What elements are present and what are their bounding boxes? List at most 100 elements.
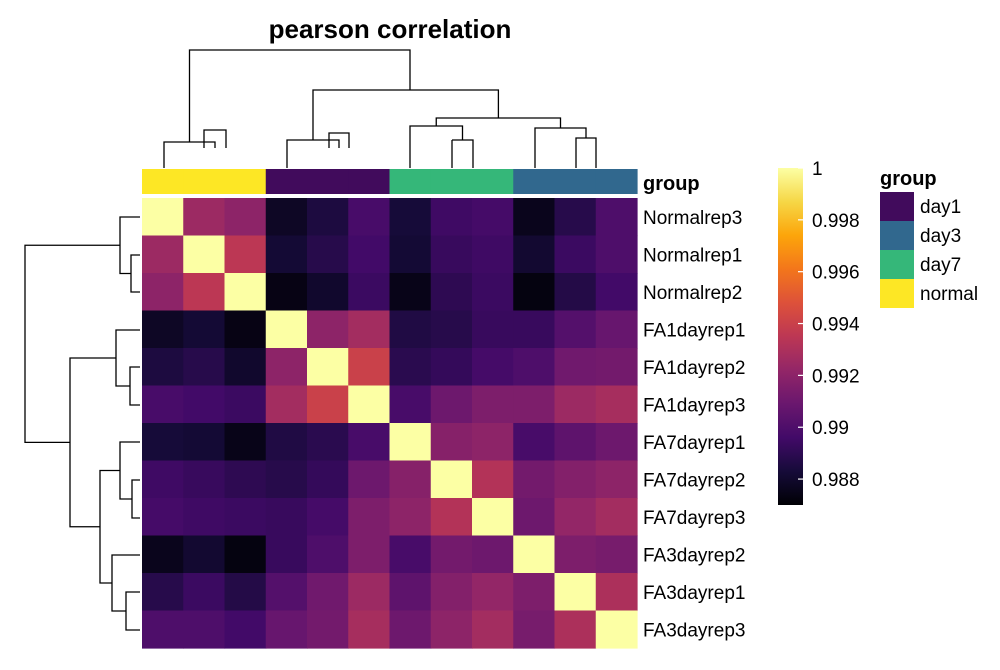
heatmap-cell <box>472 423 514 462</box>
heatmap-cell <box>183 423 226 462</box>
colorbar-tick-label: 1 <box>812 159 823 180</box>
heatmap-cell <box>183 235 226 274</box>
heatmap-cell <box>307 423 349 462</box>
heatmap-cell <box>348 498 391 537</box>
heatmap-cell <box>595 198 638 237</box>
heatmap-cell <box>142 385 184 424</box>
row-label: FA1dayrep1 <box>643 320 745 341</box>
heatmap-cell <box>265 535 308 574</box>
heatmap-cell <box>224 423 267 462</box>
heatmap-cell <box>513 310 556 349</box>
heatmap-cell <box>142 535 184 574</box>
group-annotation-cell <box>595 169 638 194</box>
heatmap-cell <box>224 385 267 424</box>
heatmap-cell <box>265 610 308 649</box>
heatmap-cell <box>389 460 432 499</box>
heatmap-cell <box>307 273 349 312</box>
heatmap-cell <box>307 535 349 574</box>
heatmap-cell <box>595 535 638 574</box>
row-label: FA7dayrep2 <box>643 470 745 491</box>
heatmap-cell <box>265 273 308 312</box>
heatmap-cell <box>183 498 226 537</box>
heatmap-cell <box>348 423 391 462</box>
heatmap-cell <box>142 460 184 499</box>
heatmap-cell <box>472 310 514 349</box>
heatmap-cell <box>142 573 184 612</box>
heatmap-cell <box>307 235 349 274</box>
heatmap-cell <box>513 610 556 649</box>
group-annotation-cell <box>183 169 226 194</box>
group-annotation-label: group <box>643 173 700 195</box>
heatmap-cell <box>595 498 638 537</box>
heatmap-cell <box>554 310 597 349</box>
heatmap-cell <box>554 423 597 462</box>
colorbar-tick-label: 0.988 <box>812 470 860 491</box>
row-label: Normalrep2 <box>643 283 742 304</box>
heatmap-cell <box>554 273 597 312</box>
legend-title: group <box>880 168 937 190</box>
group-annotation-cell <box>513 169 556 194</box>
heatmap-cell <box>389 348 432 387</box>
heatmap-cell <box>348 348 391 387</box>
heatmap-cell <box>554 198 597 237</box>
heatmap-cell <box>348 610 391 649</box>
heatmap-cell <box>183 610 226 649</box>
row-label: Normalrep1 <box>643 245 742 266</box>
heatmap-cell <box>554 610 597 649</box>
heatmap-cell <box>430 423 473 462</box>
heatmap-cell <box>183 273 226 312</box>
heatmap-cell <box>430 198 473 237</box>
heatmap-cell <box>224 198 267 237</box>
heatmap-cell <box>513 273 556 312</box>
heatmap-cell <box>595 460 638 499</box>
heatmap-cell <box>472 235 514 274</box>
heatmap-cell <box>554 460 597 499</box>
heatmap-cell <box>265 235 308 274</box>
heatmap-cell <box>595 385 638 424</box>
heatmap-cell <box>348 573 391 612</box>
heatmap-cell <box>307 385 349 424</box>
heatmap-cell <box>348 273 391 312</box>
heatmap-cell <box>513 573 556 612</box>
heatmap-cell <box>389 385 432 424</box>
heatmap-cell <box>265 423 308 462</box>
heatmap-cell <box>224 348 267 387</box>
heatmap-cell <box>430 385 473 424</box>
group-annotation-cell <box>554 169 597 194</box>
colorbar-gradient <box>778 168 803 505</box>
colorbar-tick-label: 0.992 <box>812 366 860 387</box>
heatmap-cell <box>307 198 349 237</box>
heatmap-cell <box>142 348 184 387</box>
heatmap-cell <box>389 573 432 612</box>
heatmap-cell <box>183 310 226 349</box>
heatmap-cell <box>307 573 349 612</box>
heatmap-cell <box>265 310 308 349</box>
heatmap-cell <box>513 348 556 387</box>
row-label: Normalrep3 <box>643 208 742 229</box>
colorbar-ticks: 1 0.998 0.996 0.994 0.992 0.99 0.988 <box>798 159 860 491</box>
legend-label: normal <box>920 284 978 305</box>
heatmap-cell <box>595 610 638 649</box>
heatmap-cell <box>430 535 473 574</box>
heatmap-cell <box>265 385 308 424</box>
heatmap-cell <box>430 498 473 537</box>
heatmap-cell <box>265 198 308 237</box>
heatmap-cell <box>307 310 349 349</box>
heatmap-cell <box>554 573 597 612</box>
row-label: FA3dayrep2 <box>643 545 745 566</box>
heatmap-cell <box>513 535 556 574</box>
chart-title: pearson correlation <box>269 14 512 44</box>
heatmap-cell <box>183 460 226 499</box>
group-annotation-cell <box>307 169 349 194</box>
heatmap-cell <box>472 535 514 574</box>
heatmap-cell <box>472 198 514 237</box>
heatmap-cell <box>348 460 391 499</box>
legend-swatch <box>880 221 914 250</box>
heatmap-cell <box>348 310 391 349</box>
heatmap-cell <box>430 348 473 387</box>
heatmap-cell <box>265 498 308 537</box>
row-dendrogram <box>24 216 140 631</box>
heatmap-cell <box>183 573 226 612</box>
group-annotation-cell <box>224 169 267 194</box>
heatmap-cell <box>430 273 473 312</box>
